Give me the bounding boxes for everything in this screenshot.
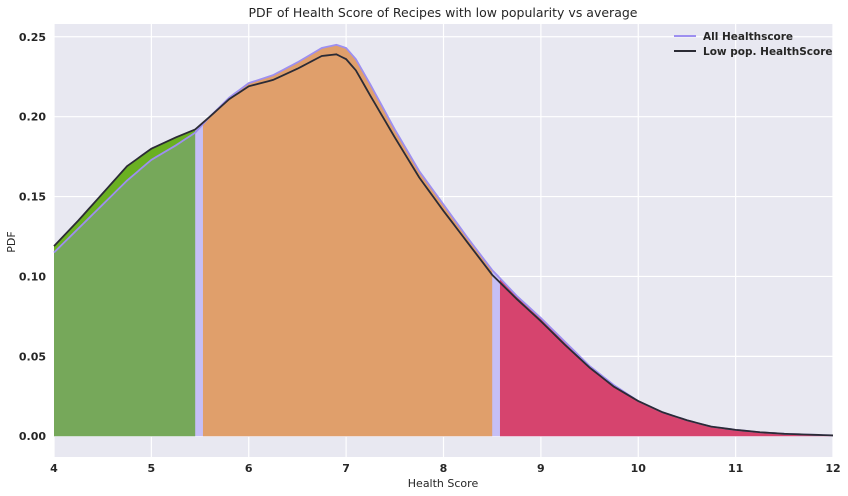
region-high [499,278,833,437]
x-tick-label: 7 [342,462,350,475]
x-tick-label: 10 [631,462,647,475]
y-tick-label: 0.15 [19,191,46,204]
x-tick-label: 8 [440,462,448,475]
region-low [54,129,196,437]
y-tick-label: 0.20 [19,111,46,124]
y-tick-label: 0.05 [19,350,46,363]
shaded-regions [54,44,833,437]
x-tick-label: 12 [825,462,840,475]
legend: All Healthscore Low pop. HealthScore [674,31,833,58]
y-axis-label: PDF [5,231,18,252]
legend-label-low-pop-healthscore: Low pop. HealthScore [703,46,833,58]
y-tick-label: 0.10 [19,270,46,283]
x-tick-label: 6 [245,462,253,475]
y-tick-label: 0.25 [19,31,46,44]
legend-label-all-healthscore: All Healthscore [703,31,793,43]
y-tick-label: 0.00 [19,430,46,443]
x-tick-label: 11 [728,462,743,475]
chart-title: PDF of Health Score of Recipes with low … [249,5,638,20]
x-axis-label: Health Score [408,477,479,490]
x-tick-label: 4 [50,462,58,475]
tick-labels: 4 5 6 7 8 9 10 11 12 0.00 0.05 0.10 0.15 0.20 0.25 [19,31,841,475]
series [53,43,834,437]
x-tick-label: 9 [537,462,545,475]
region-mid [202,44,493,437]
x-tick-label: 5 [148,462,156,475]
series-line-low-pop-healthscore [53,53,834,437]
